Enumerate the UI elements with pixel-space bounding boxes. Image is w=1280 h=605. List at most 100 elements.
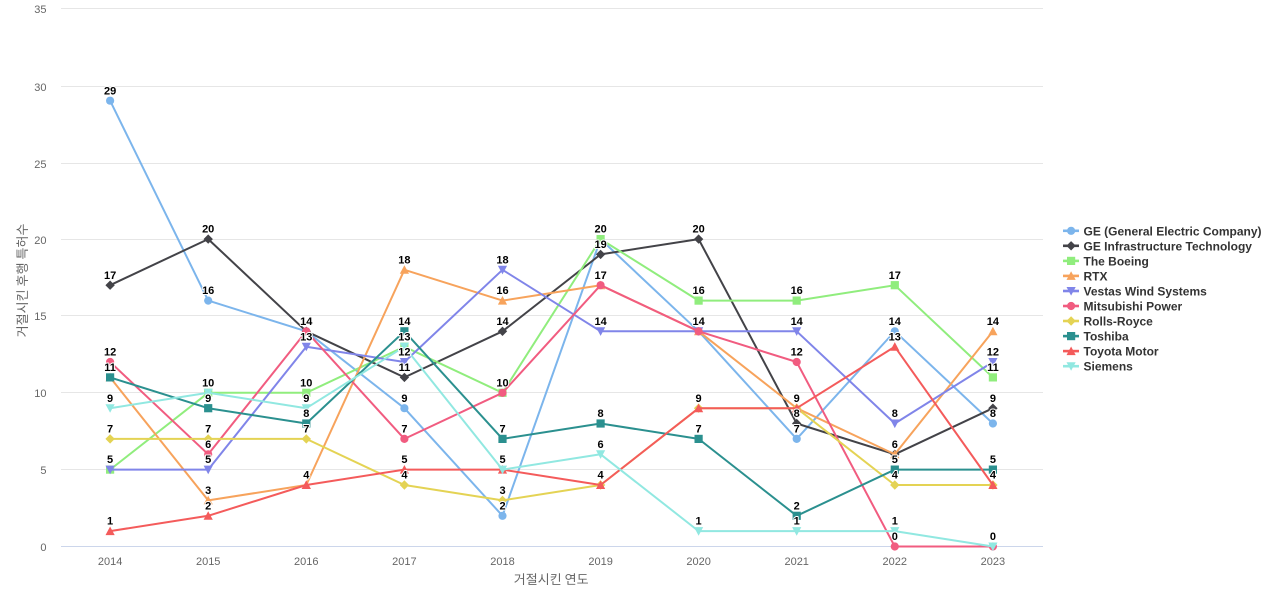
svg-text:5: 5 [107,454,113,466]
svg-text:16: 16 [496,285,508,297]
svg-text:0: 0 [892,531,898,543]
svg-text:17: 17 [594,270,606,282]
svg-text:16: 16 [202,285,214,297]
svg-text:9: 9 [401,393,407,405]
svg-text:3: 3 [205,485,211,497]
svg-text:Siemens: Siemens [1084,360,1134,374]
svg-text:2: 2 [205,500,211,512]
svg-text:30: 30 [34,82,46,94]
svg-text:7: 7 [401,424,407,436]
svg-text:Mitsubishi Power: Mitsubishi Power [1084,300,1183,314]
svg-text:8: 8 [598,408,604,420]
svg-text:25: 25 [34,159,46,171]
svg-text:14: 14 [300,316,313,328]
svg-text:1: 1 [794,516,800,528]
svg-text:2022: 2022 [883,556,907,568]
svg-text:8: 8 [303,408,309,420]
svg-text:9: 9 [303,393,309,405]
svg-text:14: 14 [398,316,411,328]
svg-text:10: 10 [34,388,46,400]
svg-text:14: 14 [594,316,607,328]
svg-text:2015: 2015 [196,556,220,568]
svg-text:Vestas Wind Systems: Vestas Wind Systems [1084,285,1208,299]
svg-text:14: 14 [692,316,705,328]
svg-text:14: 14 [791,316,804,328]
svg-text:12: 12 [104,347,116,359]
svg-text:7: 7 [303,424,309,436]
svg-text:20: 20 [34,235,46,247]
svg-text:12: 12 [987,347,999,359]
svg-text:5: 5 [892,454,898,466]
svg-text:15: 15 [34,311,46,323]
svg-text:19: 19 [594,239,606,251]
svg-text:GE (General Electric Company): GE (General Electric Company) [1084,224,1262,238]
svg-text:2014: 2014 [98,556,122,568]
svg-text:14: 14 [987,316,1000,328]
svg-text:2018: 2018 [490,556,514,568]
svg-text:1: 1 [107,516,113,528]
svg-text:Rolls-Royce: Rolls-Royce [1084,315,1154,329]
svg-text:2023: 2023 [981,556,1005,568]
svg-text:7: 7 [205,424,211,436]
svg-text:18: 18 [496,254,508,266]
svg-text:17: 17 [104,270,116,282]
svg-text:RTX: RTX [1084,269,1108,283]
svg-text:20: 20 [692,224,704,236]
svg-text:7: 7 [696,424,702,436]
svg-text:13: 13 [300,331,312,343]
svg-text:5: 5 [990,454,996,466]
svg-text:7: 7 [107,424,113,436]
svg-text:12: 12 [398,347,410,359]
svg-text:1: 1 [696,516,702,528]
svg-text:16: 16 [791,285,803,297]
svg-text:5: 5 [205,454,211,466]
svg-text:17: 17 [889,270,901,282]
svg-text:0: 0 [40,542,46,554]
svg-text:35: 35 [34,4,46,16]
svg-text:GE Infrastructure Technology: GE Infrastructure Technology [1084,239,1253,253]
svg-text:12: 12 [791,347,803,359]
svg-text:3: 3 [499,485,505,497]
svg-text:4: 4 [401,470,408,482]
svg-text:7: 7 [794,424,800,436]
svg-text:Toshiba: Toshiba [1084,330,1129,344]
svg-text:6: 6 [598,439,604,451]
svg-text:8: 8 [794,408,800,420]
svg-text:4: 4 [892,470,899,482]
svg-text:9: 9 [107,393,113,405]
svg-text:2021: 2021 [784,556,808,568]
svg-text:8: 8 [892,408,898,420]
svg-text:2016: 2016 [294,556,318,568]
svg-text:9: 9 [990,393,996,405]
svg-text:9: 9 [205,393,211,405]
svg-text:8: 8 [990,408,996,420]
svg-text:2017: 2017 [392,556,416,568]
svg-text:2: 2 [794,500,800,512]
svg-text:6: 6 [205,439,211,451]
svg-text:6: 6 [892,439,898,451]
svg-text:14: 14 [889,316,902,328]
svg-text:9: 9 [696,393,702,405]
svg-text:2020: 2020 [686,556,710,568]
svg-text:18: 18 [398,254,410,266]
svg-text:7: 7 [499,424,505,436]
svg-text:4: 4 [990,470,997,482]
svg-text:4: 4 [598,470,605,482]
svg-text:10: 10 [202,377,214,389]
svg-text:13: 13 [889,331,901,343]
svg-text:1: 1 [892,516,898,528]
svg-text:2019: 2019 [588,556,612,568]
svg-text:11: 11 [987,362,999,374]
svg-text:9: 9 [794,393,800,405]
svg-text:10: 10 [300,377,312,389]
svg-text:2: 2 [499,500,505,512]
svg-text:0: 0 [990,531,996,543]
svg-text:5: 5 [499,454,505,466]
svg-text:5: 5 [40,465,46,477]
svg-text:The Boeing: The Boeing [1084,254,1149,268]
svg-text:4: 4 [303,470,310,482]
svg-text:20: 20 [594,224,606,236]
svg-text:20: 20 [202,224,214,236]
svg-text:10: 10 [496,377,508,389]
svg-text:11: 11 [104,362,116,374]
